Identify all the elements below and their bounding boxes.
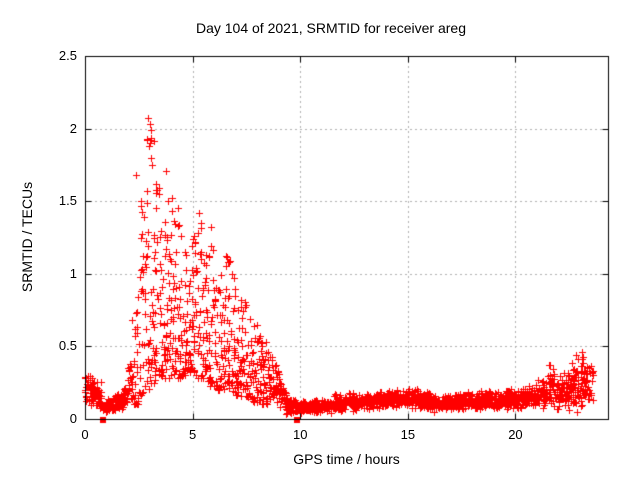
chart-title: Day 104 of 2021, SRMTID for receiver are… — [195, 20, 466, 36]
y-tick-label: 1.5 — [58, 193, 77, 209]
y-tick-label: 0.5 — [58, 338, 77, 354]
y-tick-label: 2 — [69, 120, 77, 136]
y-tick-label: 1 — [69, 265, 77, 281]
x-axis-label: GPS time / hours — [293, 451, 400, 467]
x-tick-label: 10 — [292, 427, 308, 442]
y-tick-label: 2.5 — [58, 48, 77, 63]
x-tick-label: 0 — [81, 427, 89, 442]
x-tick-label: 15 — [400, 427, 416, 442]
y-tick-label: 0 — [69, 411, 77, 426]
x-tick-label: 5 — [188, 427, 197, 442]
x-tick-label: 20 — [508, 427, 523, 442]
